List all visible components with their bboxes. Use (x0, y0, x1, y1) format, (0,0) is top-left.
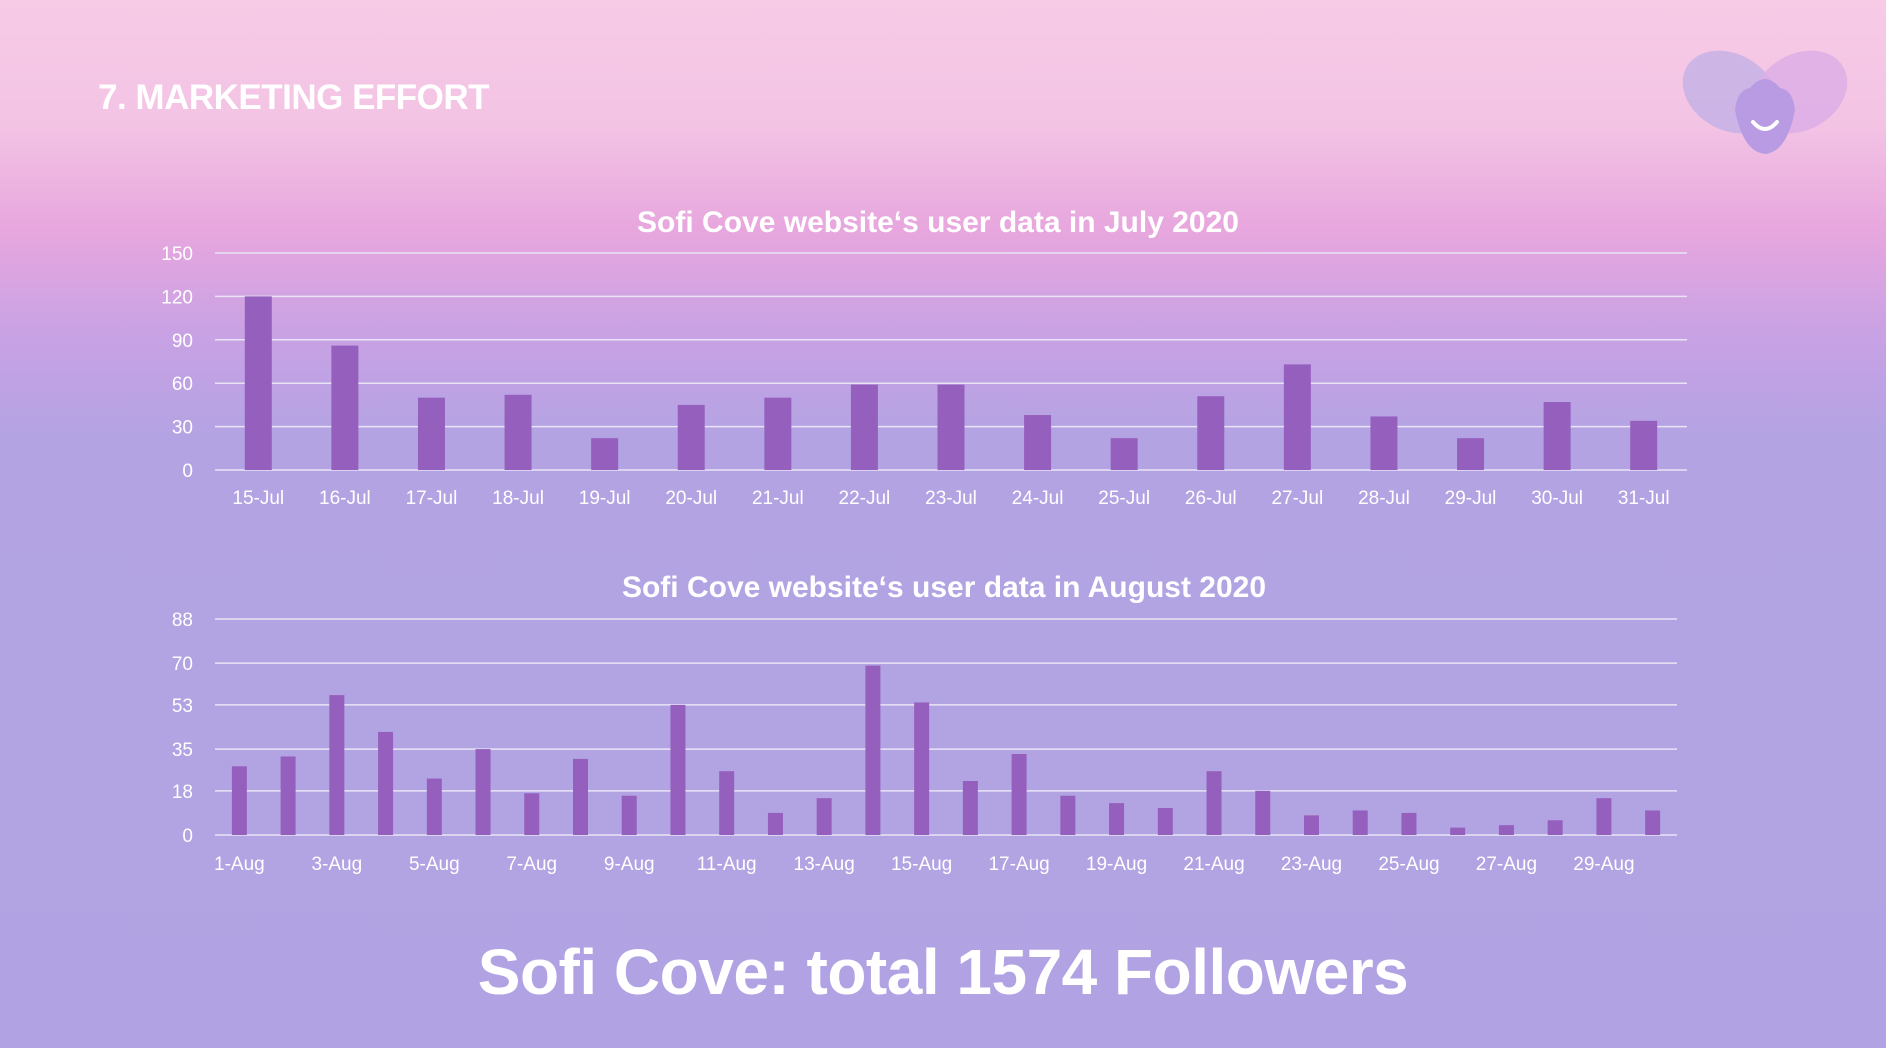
bar-31-Jul (1630, 420, 1658, 470)
bar-29-Aug (1596, 798, 1612, 835)
x-tick-label: 25-Jul (1098, 488, 1150, 509)
bar-8-Aug (573, 758, 588, 835)
bar-17-Aug (1011, 754, 1027, 835)
bar-25-Jul (1110, 438, 1138, 470)
y-tick-label: 150 (161, 244, 193, 265)
x-tick-label: 1-Aug (214, 854, 265, 875)
y-tick-label: 35 (172, 740, 193, 761)
bar-20-Jul (677, 404, 705, 470)
x-tick-label: 27-Aug (1476, 854, 1537, 875)
x-tick-label: 21-Jul (752, 488, 804, 509)
bar-24-Jul (1024, 415, 1052, 470)
x-tick-label: 19-Aug (1086, 854, 1147, 875)
slide-title: 7. MARKETING EFFORT (98, 78, 490, 117)
bar-6-Aug (475, 749, 491, 835)
x-tick-label: 21-Aug (1183, 854, 1244, 875)
x-tick-label: 23-Aug (1281, 854, 1342, 875)
bar-13-Aug (816, 798, 832, 835)
chart-title: Sofi Cove website‘s user data in August … (622, 571, 1266, 604)
x-tick-label: 20-Jul (665, 488, 717, 509)
bar-5-Aug (426, 778, 442, 835)
bar-14-Aug (865, 665, 881, 835)
bar-23-Jul (937, 384, 965, 470)
bar-15-Aug (914, 702, 930, 835)
x-tick-label: 18-Jul (492, 488, 544, 509)
x-tick-label: 29-Jul (1445, 488, 1497, 509)
followers-total-text: Sofi Cove: total 1574 Followers (477, 936, 1409, 1008)
bar-9-Aug (621, 795, 637, 835)
y-tick-label: 0 (182, 826, 193, 847)
y-tick-label: 90 (172, 331, 193, 352)
bar-23-Aug (1304, 815, 1319, 835)
bar-16-Aug (962, 781, 978, 835)
bar-19-Jul (591, 438, 619, 470)
x-tick-label: 24-Jul (1012, 488, 1064, 509)
x-tick-label: 19-Jul (579, 488, 631, 509)
bar-25-Aug (1401, 812, 1417, 835)
x-tick-label: 30-Jul (1531, 488, 1583, 509)
bar-26-Aug (1450, 827, 1466, 835)
y-tick-label: 70 (172, 654, 193, 675)
x-tick-label: 22-Jul (839, 488, 891, 509)
bar-22-Jul (850, 384, 878, 470)
y-tick-label: 53 (172, 696, 193, 717)
y-tick-label: 18 (172, 782, 193, 803)
x-tick-label: 13-Aug (794, 854, 855, 875)
bar-7-Aug (524, 793, 540, 835)
x-tick-label: 29-Aug (1573, 854, 1634, 875)
bar-15-Jul (244, 296, 272, 470)
bar-18-Jul (504, 394, 532, 470)
bar-16-Jul (331, 345, 359, 470)
x-tick-label: 7-Aug (506, 854, 557, 875)
x-tick-label: 28-Jul (1358, 488, 1410, 509)
bar-22-Aug (1255, 790, 1271, 835)
y-tick-label: 88 (172, 610, 193, 631)
x-tick-label: 9-Aug (604, 854, 655, 875)
bar-1-Aug (231, 766, 247, 835)
bar-18-Aug (1060, 795, 1076, 835)
august-bar-chart: Sofi Cove website‘s user data in August … (172, 571, 1677, 875)
bar-29-Jul (1457, 438, 1485, 470)
x-tick-label: 3-Aug (311, 854, 362, 875)
bar-10-Aug (670, 704, 686, 835)
x-tick-label: 17-Jul (406, 488, 458, 509)
bar-2-Aug (280, 756, 296, 835)
y-tick-label: 0 (182, 461, 193, 482)
bar-27-Aug (1498, 825, 1514, 835)
x-tick-label: 15-Jul (232, 488, 284, 509)
heart-face-logo-icon (1682, 50, 1848, 154)
chart-title: Sofi Cove website‘s user data in July 20… (637, 206, 1239, 239)
bar-28-Aug (1547, 820, 1563, 835)
bar-11-Aug (719, 771, 735, 835)
bar-12-Aug (767, 812, 783, 835)
bar-19-Aug (1109, 803, 1125, 835)
y-tick-label: 60 (172, 374, 193, 395)
bar-17-Jul (417, 397, 445, 470)
bar-28-Jul (1370, 416, 1398, 470)
x-tick-label: 23-Jul (925, 488, 977, 509)
y-tick-label: 120 (161, 287, 193, 308)
july-bar-chart: Sofi Cove website‘s user data in July 20… (161, 206, 1687, 509)
bar-27-Jul (1283, 364, 1311, 470)
bar-30-Jul (1543, 402, 1571, 470)
x-tick-label: 27-Jul (1271, 488, 1323, 509)
bar-20-Aug (1157, 808, 1173, 835)
bar-21-Jul (764, 397, 792, 470)
x-tick-label: 5-Aug (409, 854, 460, 875)
bar-24-Aug (1352, 810, 1368, 835)
x-tick-label: 11-Aug (697, 854, 757, 875)
x-tick-label: 15-Aug (891, 854, 952, 875)
x-tick-label: 26-Jul (1185, 488, 1237, 509)
bar-21-Aug (1206, 771, 1222, 835)
bar-26-Jul (1197, 396, 1225, 470)
x-tick-label: 16-Jul (319, 488, 371, 509)
bar-30-Aug (1645, 810, 1661, 835)
x-tick-label: 17-Aug (988, 854, 1049, 875)
bar-3-Aug (329, 695, 345, 835)
y-tick-label: 30 (172, 418, 193, 439)
x-tick-label: 31-Jul (1618, 488, 1670, 509)
bar-4-Aug (378, 731, 394, 835)
x-tick-label: 25-Aug (1378, 854, 1439, 875)
